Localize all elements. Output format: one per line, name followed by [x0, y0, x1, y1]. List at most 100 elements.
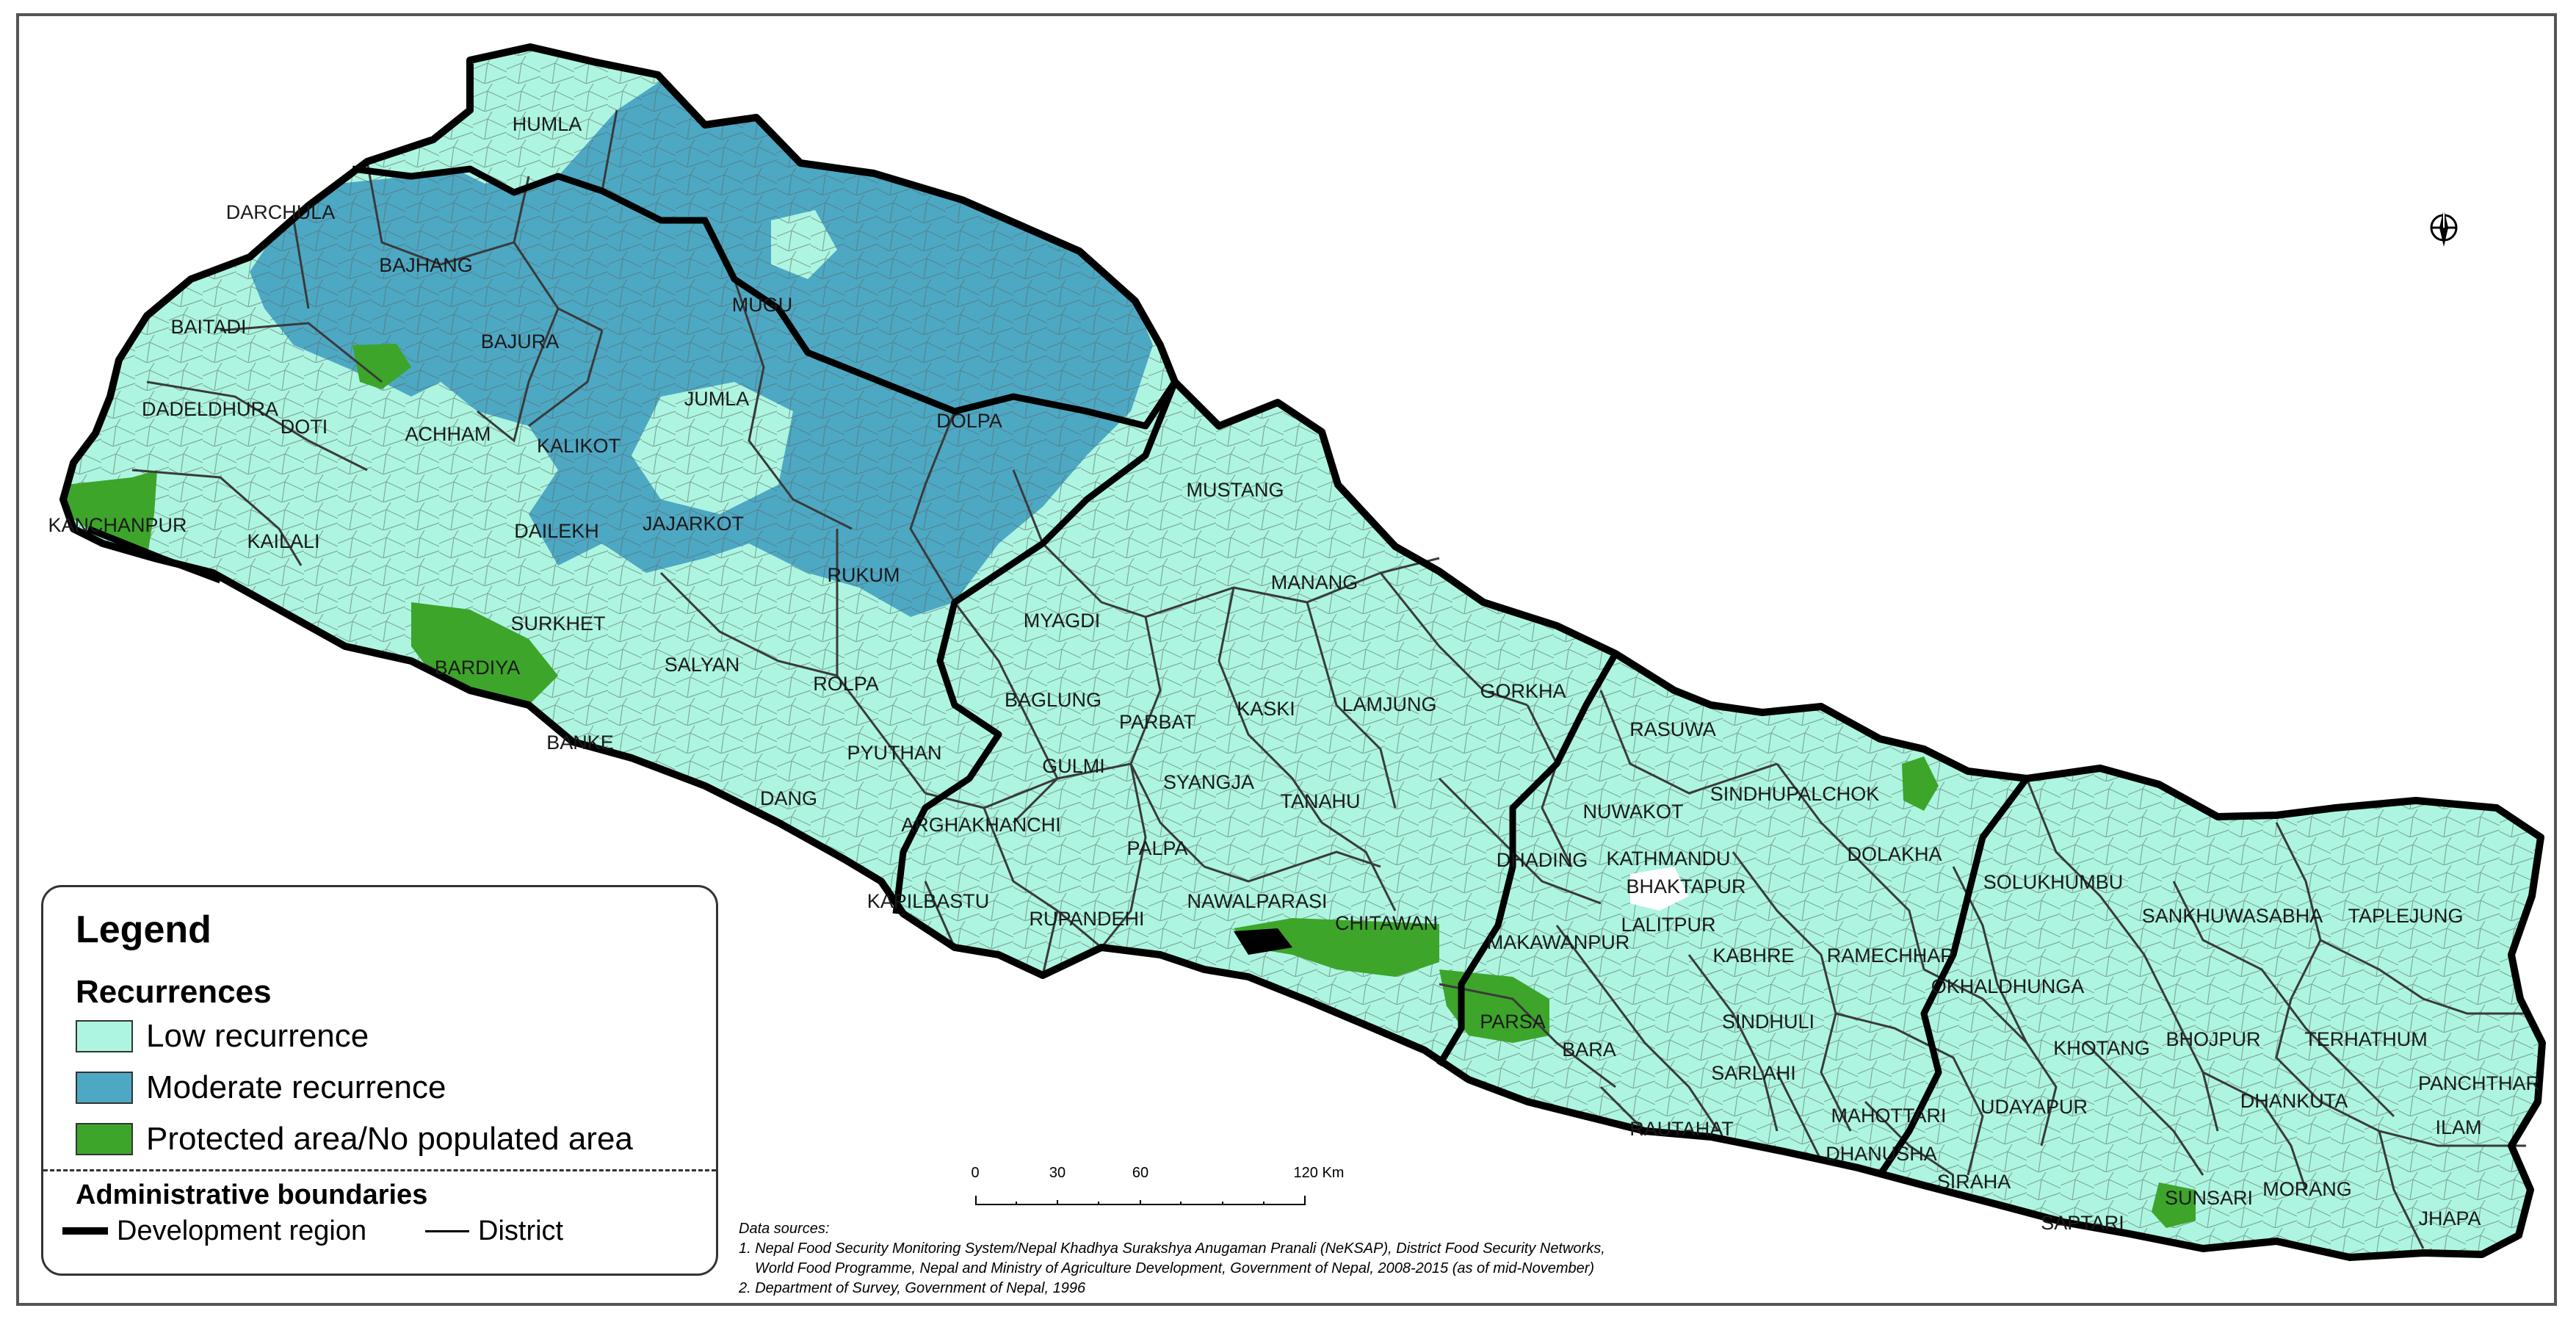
district-label-myagdi: MYAGDI — [1024, 610, 1101, 632]
district-label-baglung: BAGLUNG — [1005, 689, 1101, 711]
district-label-taplejung: TAPLEJUNG — [2348, 905, 2463, 927]
district-label-salyan: SALYAN — [665, 654, 740, 676]
district-label-mahottari: MAHOTTARI — [1831, 1105, 1947, 1127]
district-label-rolpa: ROLPA — [813, 673, 879, 695]
district-label-dang: DANG — [760, 787, 817, 809]
district-label-jhapa: JHAPA — [2418, 1207, 2481, 1229]
district-label-rupandehi: RUPANDEHI — [1029, 908, 1144, 930]
district-label-morang: MORANG — [2262, 1178, 2352, 1200]
district-label-nawalparasi: NAWALPARASI — [1187, 890, 1327, 912]
legend-box: Legend Recurrences Low recurrence Modera… — [41, 885, 718, 1276]
district-label-kalikot: KALIKOT — [537, 435, 621, 457]
district-label-dhading: DHADING — [1497, 849, 1588, 871]
district-label-jumla: JUMLA — [684, 388, 750, 410]
district-label-darchula: DARCHULA — [226, 201, 336, 223]
legend-recurrences-heading: Recurrences — [76, 974, 272, 1010]
district-label-lalitpur: LALITPUR — [1621, 914, 1715, 936]
district-labels: HUMLA DARCHULA BAJHANG MUGU BAITADI BAJURA JUM… — [48, 113, 2540, 1234]
district-label-baitadi: BAITADI — [170, 316, 246, 338]
district-label-bhojpur: BHOJPUR — [2166, 1028, 2260, 1050]
district-label-chitawan: CHITAWAN — [1335, 912, 1438, 934]
district-label-terhathum: TERHATHUM — [2304, 1028, 2427, 1050]
district-label-sarlahi: SARLAHI — [1711, 1062, 1796, 1084]
district-label-rukum: RUKUM — [828, 564, 900, 586]
data-sources: Data sources: 1. Nepal Food Security Mon… — [739, 1219, 1840, 1298]
legend-item-low: Low recurrence — [76, 1018, 369, 1055]
district-label-dailekh: DAILEKH — [514, 520, 599, 542]
district-label-bardiya: BARDIYA — [435, 657, 521, 679]
thick-line-symbol — [62, 1227, 108, 1235]
district-label-doti: DOTI — [281, 416, 328, 438]
district-label-bara: BARA — [1562, 1039, 1616, 1061]
legend-item-development-region: Development region — [62, 1215, 366, 1247]
scale-tick-0: 0 — [971, 1165, 980, 1181]
legend-label-moderate: Moderate recurrence — [146, 1069, 446, 1105]
scale-bar: 0 30 60 120 Km — [968, 1165, 1379, 1224]
legend-label-development-region: Development region — [117, 1215, 367, 1246]
district-label-siraha: SIRAHA — [1937, 1171, 2011, 1193]
scale-tick-30: 30 — [1049, 1165, 1066, 1181]
district-label-achham: ACHHAM — [405, 423, 491, 445]
nawalparasi-dark-area — [1234, 928, 1292, 955]
protected-area — [1439, 969, 1549, 1043]
district-label-khotang: KHOTANG — [2053, 1037, 2150, 1059]
district-label-kabhre: KABHRE — [1712, 944, 1794, 967]
district-label-mustang: MUSTANG — [1187, 479, 1284, 501]
district-label-banke: BANKE — [546, 732, 614, 754]
district-label-makawanpur: MAKAWANPUR — [1487, 931, 1630, 953]
district-label-parbat: PARBAT — [1119, 711, 1195, 733]
district-label-sunsari: SUNSARI — [2165, 1187, 2253, 1209]
district-label-syangja: SYANGJA — [1163, 771, 1254, 793]
district-label-gorkha: GORKHA — [1480, 680, 1566, 702]
legend-swatch-moderate — [76, 1072, 133, 1104]
district-label-pyuthan: PYUTHAN — [847, 742, 941, 764]
district-label-tanahu: TANAHU — [1280, 790, 1360, 812]
protected-area — [352, 344, 411, 389]
legend-item-moderate: Moderate recurrence — [76, 1069, 446, 1106]
kathmandu-area — [1630, 867, 1689, 911]
district-label-bajhang: BAJHANG — [379, 254, 473, 276]
legend-swatch-low — [76, 1020, 133, 1052]
district-label-sindhupalchok: SINDHUPALCHOK — [1710, 783, 1880, 805]
district-label-dolpa: DOLPA — [936, 410, 1002, 432]
district-label-jajarkot: JAJARKOT — [643, 513, 744, 535]
legend-boundaries-heading: Administrative boundaries — [76, 1180, 428, 1210]
district-label-dolakha: DOLAKHA — [1847, 843, 1942, 865]
legend-item-protected: Protected area/No populated area — [76, 1121, 633, 1157]
scale-line — [975, 1196, 1306, 1205]
district-label-saptari: SAPTARI — [2041, 1212, 2124, 1234]
district-label-surkhet: SURKHET — [510, 613, 605, 635]
thin-line-symbol — [425, 1229, 469, 1232]
district-label-kanchanpur: KANCHANPUR — [48, 514, 187, 536]
protected-area — [1234, 918, 1439, 977]
district-label-humla: HUMLA — [513, 113, 582, 135]
district-label-parsa: PARSA — [1480, 1011, 1546, 1033]
district-label-okhaldhunga: OKHALDHUNGA — [1931, 975, 2085, 997]
scale-tick-120: 120 Km — [1293, 1165, 1345, 1181]
district-label-panchthar: PANCHTHAR — [2418, 1072, 2540, 1094]
sources-line-1: 1. Nepal Food Security Monitoring System… — [739, 1240, 1605, 1257]
district-label-manang: MANANG — [1271, 571, 1358, 593]
sources-heading: Data sources: — [739, 1221, 830, 1237]
district-label-ilam: ILAM — [2435, 1116, 2481, 1138]
scale-tick-60: 60 — [1132, 1165, 1149, 1181]
district-label-bhaktapur: BHAKTAPUR — [1626, 875, 1745, 897]
district-label-nuwakot: NUWAKOT — [1583, 801, 1684, 823]
district-label-rasuwa: RASUWA — [1629, 718, 1716, 740]
district-label-rautahat: RAUTAHAT — [1629, 1118, 1734, 1140]
protected-area — [1902, 756, 1939, 811]
legend-swatch-protected — [76, 1123, 133, 1155]
legend-item-district: District — [425, 1215, 563, 1247]
north-arrow-icon — [2430, 209, 2458, 247]
district-label-kailali: KAILALI — [247, 530, 319, 552]
district-label-arghakhanchi: ARGHAKHANCHI — [901, 814, 1061, 836]
district-label-mugu: MUGU — [732, 294, 793, 316]
district-label-dhanusha: DHANUSHA — [1826, 1143, 1937, 1165]
district-label-bajura: BAJURA — [481, 330, 560, 353]
district-label-kaski: KASKI — [1237, 698, 1295, 720]
district-label-palpa: PALPA — [1126, 837, 1187, 859]
legend-label-district: District — [478, 1215, 564, 1246]
district-label-udayapur: UDAYAPUR — [1980, 1096, 2088, 1118]
district-label-sindhuli: SINDHULI — [1722, 1011, 1815, 1033]
legend-divider — [43, 1169, 716, 1171]
